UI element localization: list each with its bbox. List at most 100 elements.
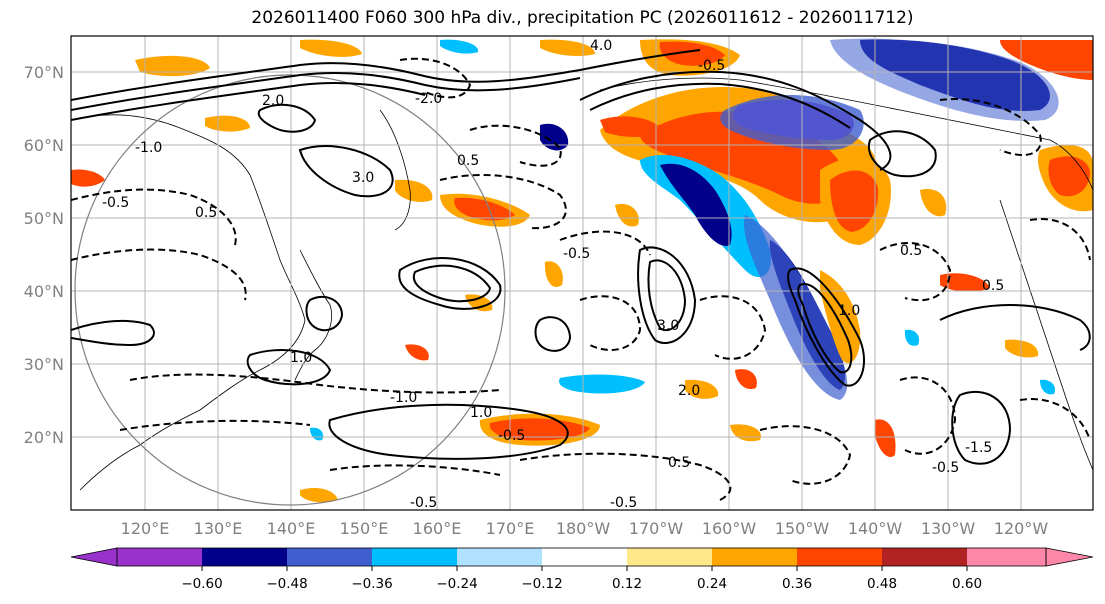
shade-blue-arctic <box>830 38 1059 121</box>
shade-orange-e6 <box>300 488 338 503</box>
colorbar-swatch <box>627 548 712 566</box>
map-title: 2026011400 F060 300 hPa div., precipitat… <box>251 8 914 28</box>
contour-label: 4.0 <box>590 38 612 54</box>
lon-label: 160°E <box>413 519 462 538</box>
shade-red-ne <box>1000 40 1093 80</box>
dcontour-5 <box>439 174 567 230</box>
dcontour-6 <box>469 124 562 167</box>
colorbar-tick-label: −0.24 <box>436 576 477 592</box>
shade-orange-e4 <box>940 273 990 292</box>
colorbar-swatch <box>712 548 797 566</box>
dcontour-18 <box>939 98 1042 156</box>
colorbar-tick-label: 0.12 <box>612 576 642 592</box>
shade-red-subtrop <box>489 418 590 441</box>
colorbar-tick-label: −0.60 <box>181 576 222 592</box>
contour-label: 1.0 <box>290 350 312 366</box>
shade-orange-e11 <box>920 189 947 217</box>
shading-layer <box>71 38 1093 503</box>
shade-red-gulf <box>830 170 879 232</box>
shade-navy-alaska <box>660 163 732 246</box>
contour-label: 2.0 <box>262 93 284 109</box>
lat-label: 50°N <box>24 209 64 228</box>
colorbar-swatch <box>882 548 967 566</box>
colorbar-swatch <box>287 548 372 566</box>
contour-label: 1.0 <box>470 405 492 421</box>
contour-label: -0.5 <box>563 246 590 262</box>
contour-alaska-2 <box>589 82 851 129</box>
dcontour-8 <box>579 295 642 351</box>
colorbar-tick-label: 0.48 <box>867 576 897 592</box>
contour-ring-4 <box>647 259 687 332</box>
contour-sub-1 <box>328 403 569 460</box>
contour-mid-2 <box>257 103 317 133</box>
shade-orange-e3 <box>1005 339 1039 358</box>
dcontour-14 <box>699 295 767 360</box>
shade-orange-e10 <box>465 294 493 312</box>
shade-orange-kur <box>600 116 662 137</box>
colorbar-tick-label: 0.60 <box>952 576 982 592</box>
shade-blue-subtrop <box>559 374 645 394</box>
shade-orange-e5 <box>405 344 429 361</box>
dcontour-12 <box>1029 218 1091 261</box>
colorbar-swatch <box>542 548 627 566</box>
lon-label: 140°W <box>848 519 903 538</box>
lon-label: 150°W <box>775 519 830 538</box>
colorbar-tick-label: −0.48 <box>266 576 307 592</box>
coast-alaska <box>599 77 1093 191</box>
lon-axis: 120°E 130°E 140°E 150°E 160°E 170°E 180°… <box>121 519 1049 538</box>
contour-label: 0.5 <box>457 153 479 169</box>
shade-blue-north <box>720 94 864 150</box>
lat-label: 70°N <box>24 63 64 82</box>
contour-label: 1.0 <box>838 303 860 319</box>
lon-label: 150°E <box>340 519 389 538</box>
lon-label: 130°E <box>194 519 243 538</box>
shade-orange-e9 <box>544 261 563 288</box>
shade-red-kam <box>454 197 515 221</box>
contour-label: 0.5 <box>900 243 922 259</box>
shade-blue-band <box>744 215 848 400</box>
lon-label: 160°W <box>702 519 757 538</box>
dcontour-13 <box>1019 398 1091 441</box>
dashed-contours <box>71 57 1091 501</box>
contour-ring-9 <box>246 349 332 386</box>
dcontour-9 <box>519 452 732 501</box>
lon-label: 170°W <box>629 519 684 538</box>
colorbar-swatch <box>117 548 202 566</box>
shade-orange-hi <box>685 379 719 399</box>
contour-label: -1.5 <box>965 440 992 456</box>
lon-label: 120°E <box>121 519 170 538</box>
contour-label: -0.5 <box>410 495 437 511</box>
contour-alaska-1 <box>579 70 892 171</box>
coast-na <box>999 199 1093 471</box>
colorbar-tick-label: 0.36 <box>782 576 812 592</box>
dcontour-17 <box>399 57 472 99</box>
contour-labels: -0.5 0.5 -1.0 1.0 -2.0 2.0 3.0 4.0 -0.5 … <box>102 38 1004 511</box>
contour-ring-2 <box>412 264 492 303</box>
contour-label: -2.0 <box>415 91 442 107</box>
contour-ring-7 <box>305 295 344 332</box>
contour-label: -0.5 <box>102 195 129 211</box>
shade-red-nw <box>659 41 725 66</box>
contour-label: -0.5 <box>498 428 525 444</box>
dcontour-7 <box>559 230 651 256</box>
lat-label: 20°N <box>24 428 64 447</box>
shade-orange-e17 <box>540 39 595 56</box>
shade-orange-e16 <box>300 39 362 57</box>
lon-label: 180°W <box>556 519 611 538</box>
colorbar-tick-label: −0.12 <box>521 576 562 592</box>
dcontour-3 <box>129 373 501 394</box>
solid-contours <box>71 49 1091 465</box>
map-frame <box>70 35 1094 511</box>
shade-red-w <box>71 169 105 187</box>
shade-blue-e12 <box>1040 379 1056 395</box>
contour-label: 0.5 <box>195 205 217 221</box>
contour-label: 3.0 <box>657 318 679 334</box>
lon-label: 140°E <box>267 519 316 538</box>
dcontour-11 <box>899 376 957 455</box>
contour-label: -0.5 <box>698 58 725 74</box>
shade-orange-e1 <box>735 369 757 390</box>
contour-w-1 <box>71 319 155 347</box>
contour-ring-11 <box>867 130 937 178</box>
contour-label: -0.5 <box>932 460 959 476</box>
contour-se-1 <box>939 304 1091 351</box>
